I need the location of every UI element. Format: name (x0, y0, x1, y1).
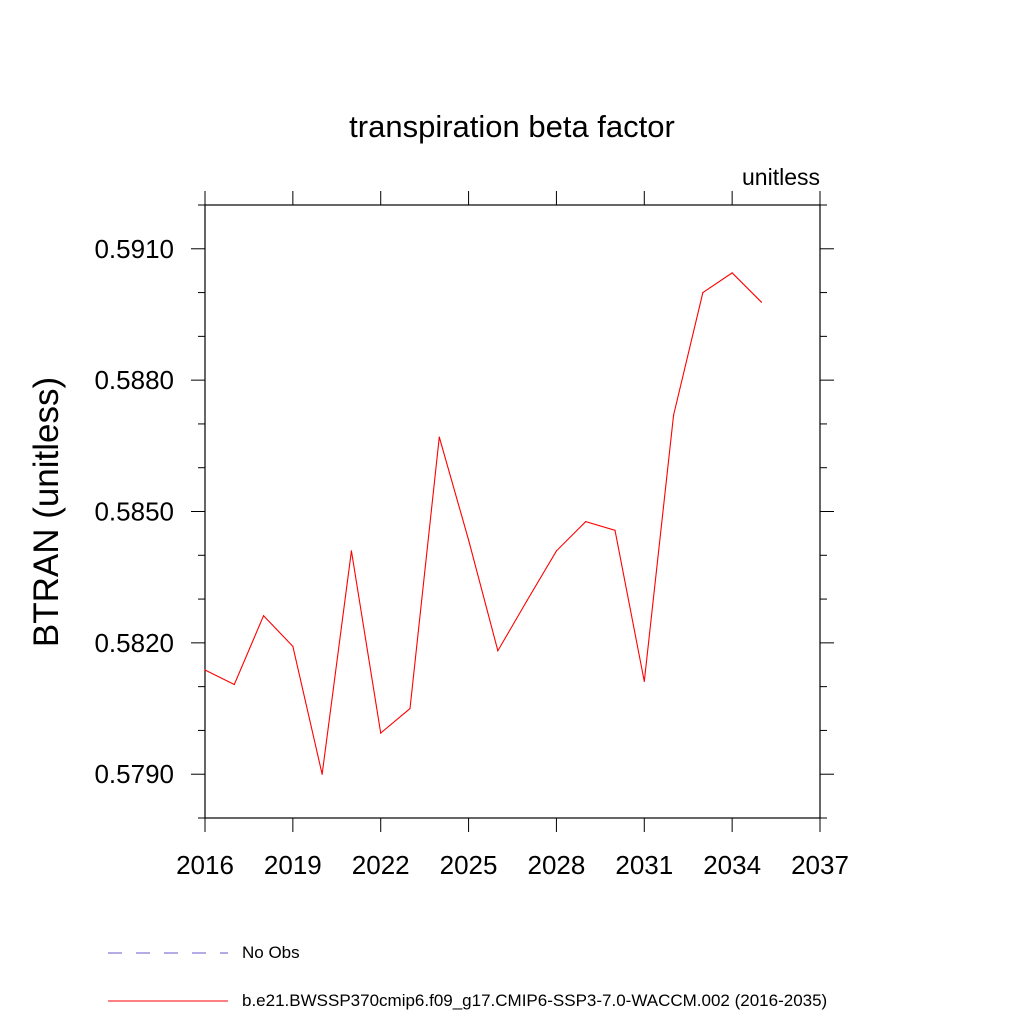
data-point (555, 550, 558, 552)
data-point (585, 520, 587, 523)
y-tick-label: 0.5790 (94, 759, 174, 789)
data-point (467, 539, 470, 541)
data-point (233, 683, 235, 686)
x-tick-label: 2037 (791, 850, 849, 880)
x-tick-label: 2019 (264, 850, 322, 880)
y-tick-label: 0.5910 (94, 234, 174, 264)
data-point (643, 680, 645, 682)
x-tick-label: 2025 (440, 850, 498, 880)
legend-label-model: b.e21.BWSSP370cmip6.f09_g17.CMIP6-SSP3-7… (242, 991, 828, 1010)
data-point (204, 669, 206, 671)
x-tick-labels: 2016 2019 2022 2025 2028 2031 2034 2037 (176, 850, 849, 880)
data-point (438, 436, 440, 438)
data-point (702, 291, 704, 294)
y-tick-label: 0.5820 (94, 628, 174, 658)
data-point (731, 272, 733, 274)
data-point (614, 529, 616, 531)
y-axis-label: BTRAN (unitless) (27, 377, 66, 647)
legend-label-no-obs: No Obs (242, 943, 300, 962)
x-tick-label: 2034 (703, 850, 761, 880)
data-point (262, 615, 265, 617)
y-tick-label: 0.5880 (94, 365, 174, 395)
chart-title: transpiration beta factor (349, 109, 675, 144)
y-tick-label: 0.5850 (94, 497, 174, 527)
x-tick-label: 2016 (176, 850, 234, 880)
data-point (672, 414, 675, 416)
y-tick-labels: 0.5790 0.5820 0.5850 0.5880 0.5910 (94, 234, 174, 789)
series-group (204, 272, 763, 775)
data-point (526, 599, 528, 601)
data-point (497, 650, 499, 652)
data-point (350, 550, 353, 552)
data-point (409, 707, 411, 710)
axis-ticks (191, 191, 834, 832)
plot-frame (204, 204, 821, 819)
x-tick-label: 2022 (352, 850, 410, 880)
units-label: unitless (742, 164, 820, 190)
data-point (380, 732, 382, 734)
data-point (292, 645, 294, 647)
data-point (760, 301, 763, 303)
series-line-0 (204, 272, 762, 775)
x-tick-label: 2031 (615, 850, 673, 880)
data-point (321, 773, 323, 775)
x-tick-label: 2028 (528, 850, 586, 880)
